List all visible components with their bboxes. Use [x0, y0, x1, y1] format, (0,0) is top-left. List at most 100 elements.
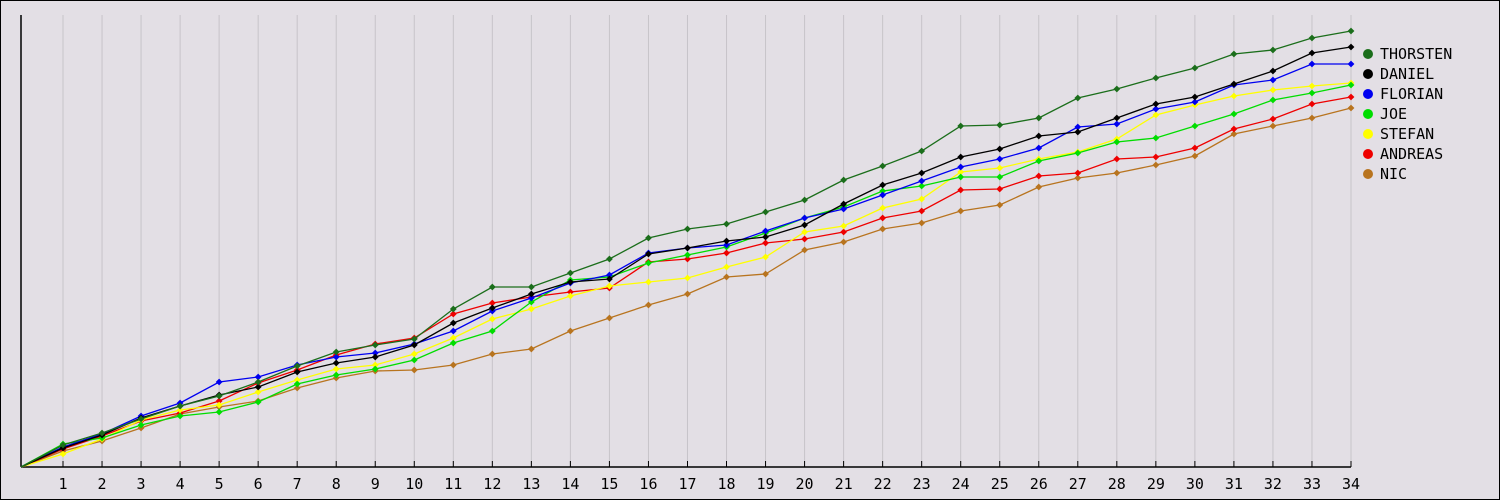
x-tick-label: 12: [483, 475, 501, 493]
data-point-diamond-icon: [879, 162, 887, 170]
x-tick-label: 29: [1147, 475, 1165, 493]
data-point-diamond-icon: [606, 275, 613, 283]
x-tick-label: 33: [1303, 475, 1321, 493]
x-tick-label: 23: [913, 475, 931, 493]
legend-item-thorsten: THORSTEN: [1363, 44, 1452, 64]
data-point-diamond-icon: [410, 356, 418, 364]
data-point-diamond-icon: [1152, 105, 1160, 113]
data-point-diamond-icon: [762, 208, 769, 216]
x-tick-label: 14: [561, 475, 579, 493]
data-point-diamond-icon: [723, 273, 730, 281]
data-point-diamond-icon: [59, 450, 67, 458]
data-point-diamond-icon: [1152, 134, 1160, 142]
data-point-diamond-icon: [1113, 138, 1121, 146]
data-point-diamond-icon: [488, 315, 496, 323]
x-tick-label: 10: [405, 475, 423, 493]
data-point-diamond-icon: [449, 361, 457, 369]
data-point-diamond-icon: [1308, 60, 1316, 68]
data-point-diamond-icon: [606, 255, 613, 263]
data-point-diamond-icon: [684, 274, 691, 282]
series-markers-florian: [59, 60, 1355, 451]
x-tick-label: 30: [1186, 475, 1204, 493]
data-point-diamond-icon: [488, 299, 496, 307]
x-tick-label: 6: [254, 475, 263, 493]
data-point-diamond-icon: [879, 191, 887, 199]
legend-label: THORSTEN: [1380, 45, 1453, 63]
data-point-diamond-icon: [293, 362, 301, 370]
legend-item-joe: JOE: [1363, 104, 1452, 124]
data-point-diamond-icon: [1035, 172, 1043, 180]
data-point-diamond-icon: [1308, 100, 1316, 108]
data-point-diamond-icon: [1308, 114, 1316, 122]
data-point-diamond-icon: [606, 314, 613, 322]
data-point-diamond-icon: [684, 290, 691, 298]
data-point-diamond-icon: [840, 205, 848, 213]
data-point-diamond-icon: [801, 246, 808, 254]
data-point-diamond-icon: [1074, 149, 1082, 157]
data-point-diamond-icon: [1035, 157, 1043, 165]
data-point-diamond-icon: [332, 353, 340, 361]
data-point-diamond-icon: [957, 173, 965, 181]
data-point-diamond-icon: [488, 350, 496, 358]
data-point-diamond-icon: [332, 359, 340, 367]
data-point-diamond-icon: [606, 282, 613, 290]
data-point-diamond-icon: [332, 365, 340, 373]
legend-label: NIC: [1380, 165, 1408, 183]
data-point-diamond-icon: [684, 255, 691, 263]
data-point-diamond-icon: [1113, 169, 1121, 177]
data-point-diamond-icon: [1113, 85, 1121, 93]
data-point-diamond-icon: [527, 305, 535, 313]
data-point-diamond-icon: [723, 263, 730, 271]
data-point-diamond-icon: [996, 164, 1004, 172]
data-point-diamond-icon: [801, 228, 808, 236]
data-point-diamond-icon: [957, 153, 965, 161]
data-point-diamond-icon: [801, 235, 808, 243]
x-tick-label: 5: [215, 475, 224, 493]
x-tick-label: 32: [1264, 475, 1282, 493]
data-point-diamond-icon: [879, 214, 887, 222]
data-point-diamond-icon: [293, 368, 301, 376]
data-point-diamond-icon: [996, 173, 1004, 181]
data-point-diamond-icon: [1074, 128, 1082, 136]
data-point-diamond-icon: [1347, 81, 1355, 89]
data-point-diamond-icon: [410, 350, 418, 358]
data-point-diamond-icon: [762, 270, 769, 278]
series-line-joe: [20, 84, 1352, 468]
x-tick-label: 16: [639, 475, 657, 493]
data-point-diamond-icon: [918, 182, 926, 190]
data-point-diamond-icon: [1191, 64, 1199, 72]
data-point-diamond-icon: [137, 415, 145, 423]
data-point-diamond-icon: [1035, 144, 1043, 152]
data-point-diamond-icon: [1152, 111, 1160, 119]
data-point-diamond-icon: [1230, 80, 1238, 88]
data-point-diamond-icon: [1074, 169, 1082, 177]
data-point-diamond-icon: [1230, 92, 1238, 100]
x-tick-label: 21: [835, 475, 853, 493]
data-point-diamond-icon: [1269, 46, 1277, 54]
x-tick-label: 22: [874, 475, 892, 493]
data-point-diamond-icon: [1269, 115, 1277, 123]
data-point-diamond-icon: [996, 201, 1004, 209]
data-point-diamond-icon: [879, 225, 887, 233]
data-point-diamond-icon: [449, 319, 457, 327]
data-point-diamond-icon: [527, 298, 535, 306]
x-tick-label: 8: [332, 475, 341, 493]
legend-swatch-circle-icon: [1363, 69, 1373, 79]
x-tick-label: 20: [796, 475, 814, 493]
legend-swatch-circle-icon: [1363, 169, 1373, 179]
data-point-diamond-icon: [1230, 130, 1238, 138]
x-tick-label: 11: [444, 475, 462, 493]
data-point-diamond-icon: [957, 168, 965, 176]
data-point-diamond-icon: [723, 237, 730, 245]
x-tick-label: 24: [952, 475, 970, 493]
data-point-diamond-icon: [410, 366, 418, 374]
legend-label: ANDREAS: [1380, 145, 1444, 163]
data-point-diamond-icon: [1308, 82, 1316, 90]
data-point-diamond-icon: [488, 327, 496, 335]
data-point-diamond-icon: [957, 163, 965, 171]
data-point-diamond-icon: [918, 195, 926, 203]
data-point-diamond-icon: [527, 283, 535, 291]
legend-label: STEFAN: [1380, 125, 1435, 143]
data-point-diamond-icon: [918, 169, 926, 177]
data-point-diamond-icon: [1191, 98, 1199, 106]
